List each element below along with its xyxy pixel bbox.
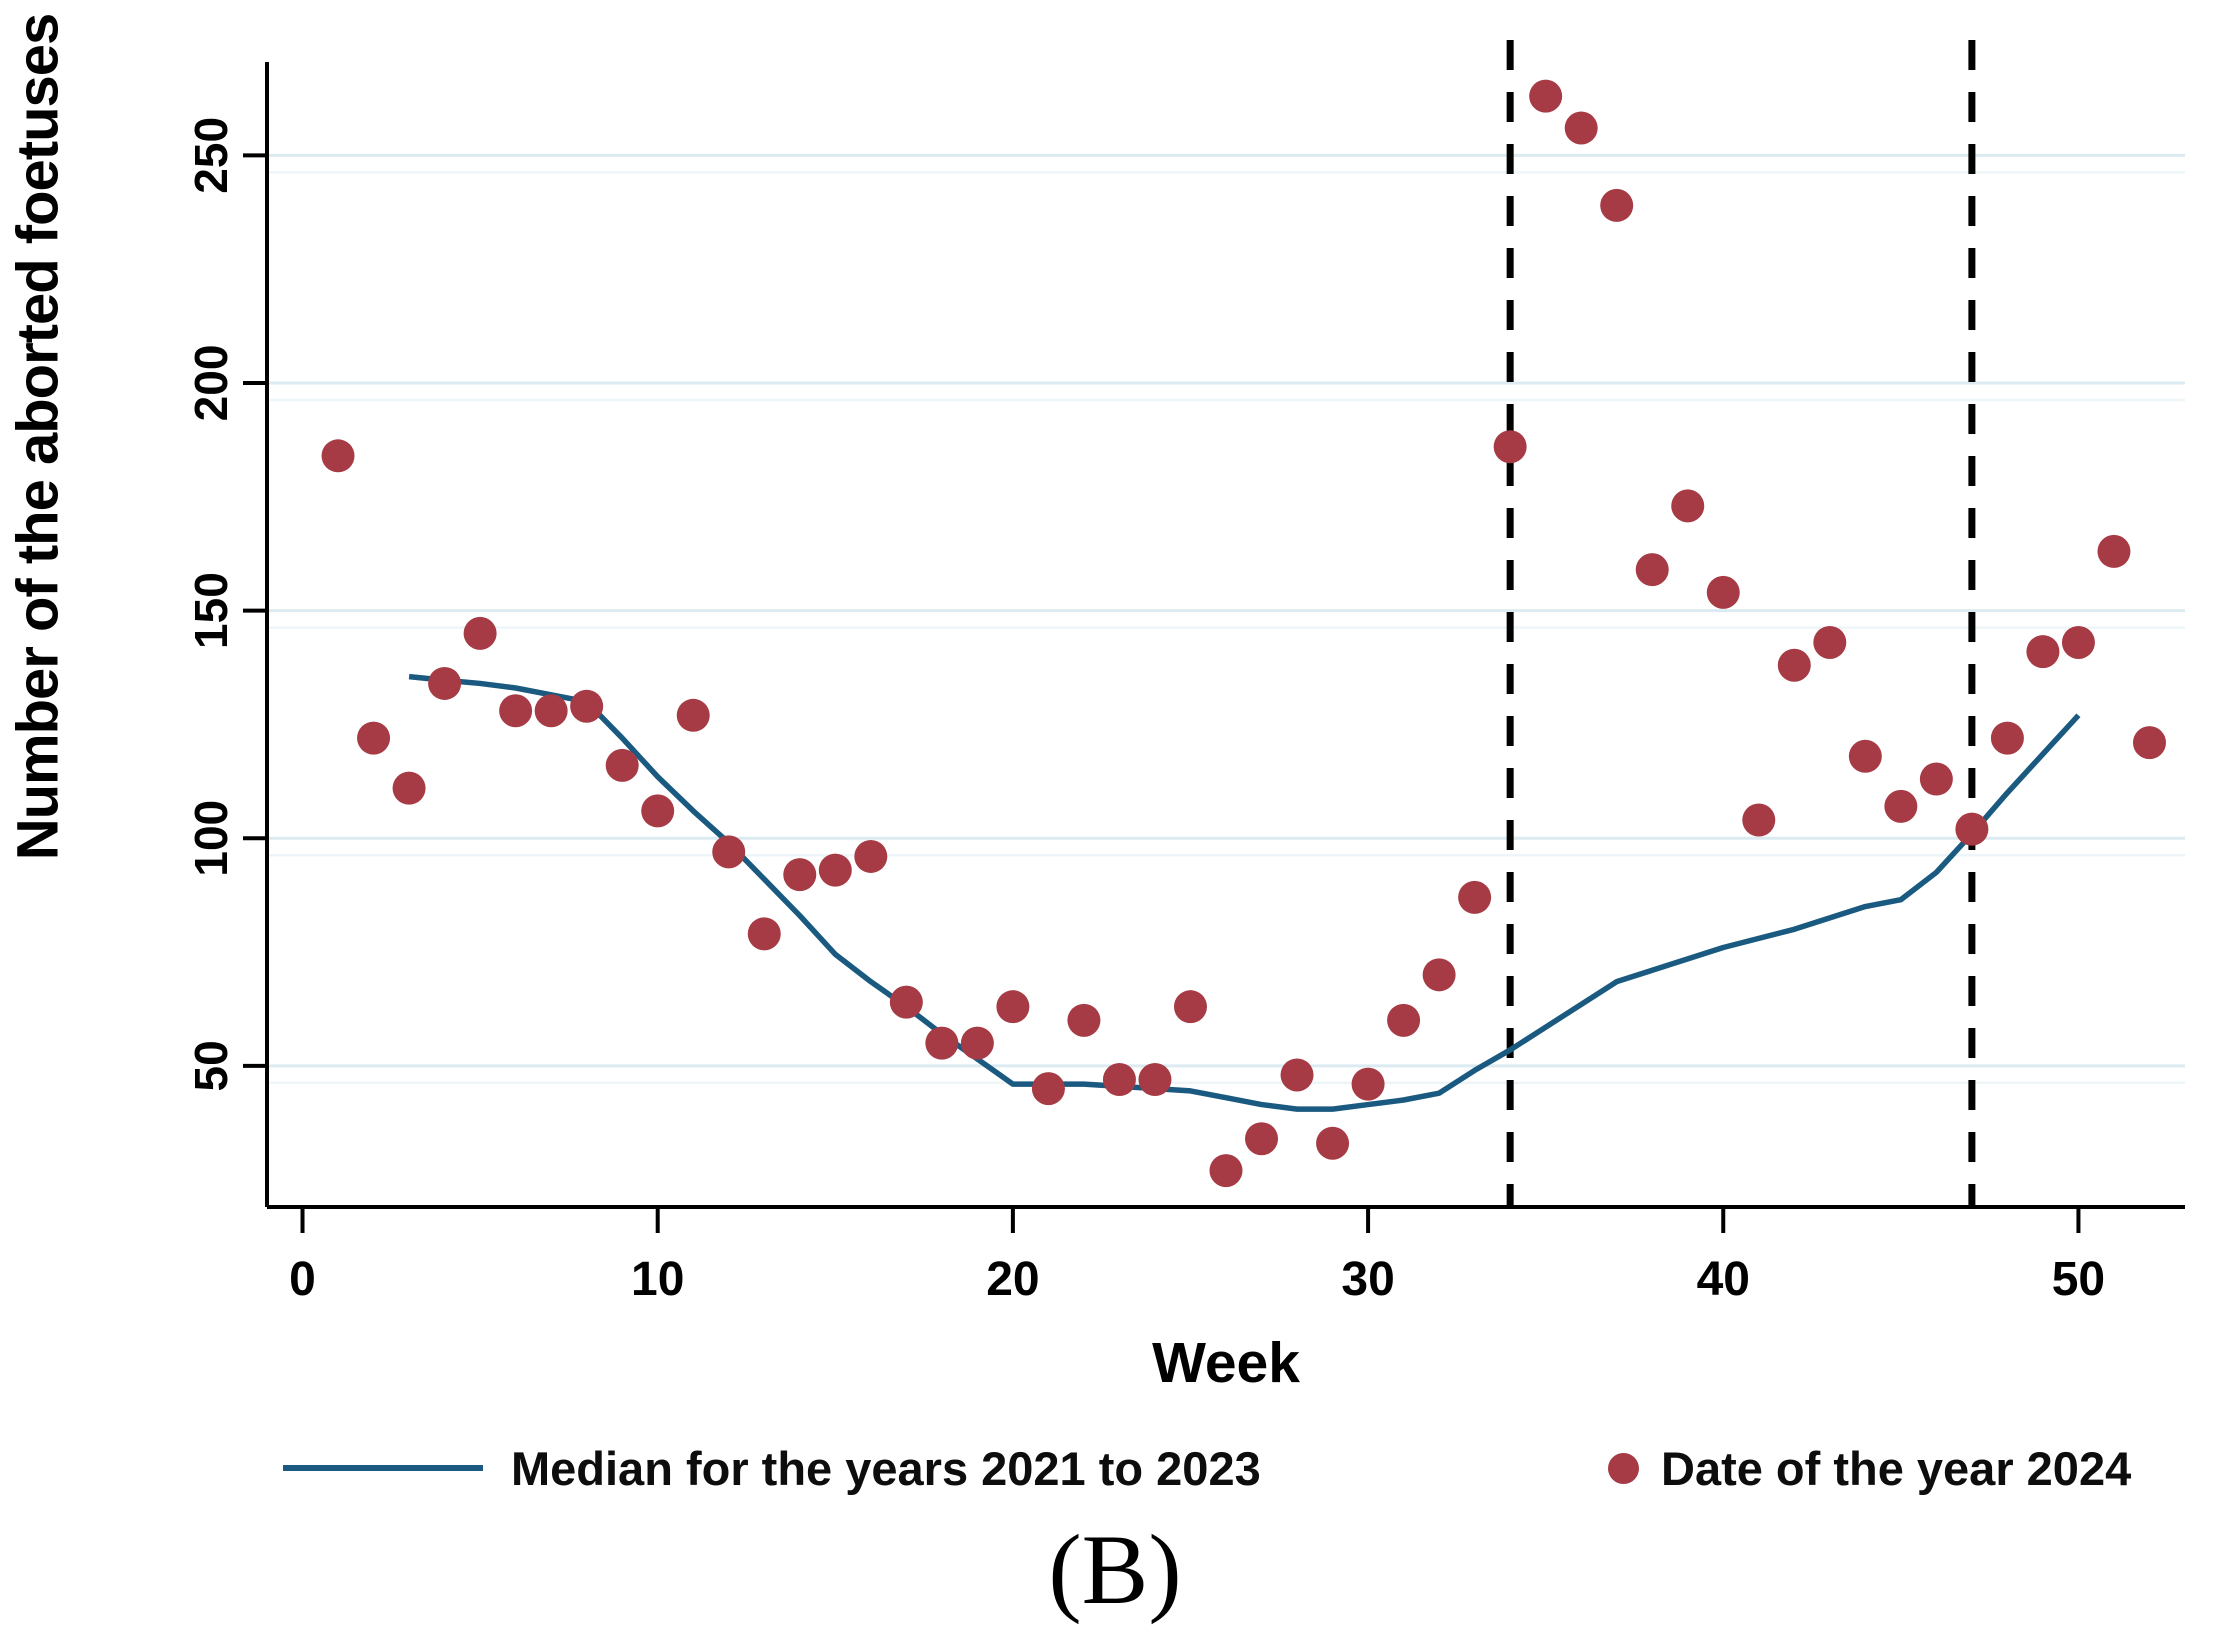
data-point xyxy=(1209,1154,1243,1188)
median-line-swatch-icon xyxy=(283,1465,483,1471)
data-point xyxy=(925,1026,959,1060)
median-line xyxy=(408,673,2081,1112)
x-tick-label: 50 xyxy=(2052,1253,2105,1306)
data-point xyxy=(1031,1072,1065,1106)
legend-item-2024: Date of the year 2024 xyxy=(1608,1432,2131,1504)
y-tick-label: 50 xyxy=(185,1040,237,1091)
y-tick-label: 250 xyxy=(185,117,237,194)
data-point xyxy=(1138,1063,1172,1097)
y-tick-label: 150 xyxy=(185,572,237,649)
data-point xyxy=(1955,812,1989,846)
data-point xyxy=(1813,625,1847,659)
data-point xyxy=(1706,575,1740,609)
data-point xyxy=(1102,1063,1136,1097)
data-point xyxy=(783,858,817,892)
x-tick-label: 0 xyxy=(289,1253,316,1306)
x-tick-label: 20 xyxy=(986,1253,1039,1306)
data-point xyxy=(960,1026,994,1060)
data-point xyxy=(392,771,426,805)
data-point xyxy=(2132,726,2166,760)
data-point xyxy=(1742,803,1776,837)
scatter-points xyxy=(321,79,2166,1188)
data-point xyxy=(1067,1003,1101,1037)
data-point xyxy=(1351,1067,1385,1101)
data-point xyxy=(2026,635,2060,669)
data-point xyxy=(1564,111,1598,145)
data-point xyxy=(1919,762,1953,796)
data-point xyxy=(1245,1122,1279,1156)
x-axis-title: Week xyxy=(1152,1331,1300,1395)
data-point xyxy=(321,439,355,473)
data-point xyxy=(605,748,639,782)
data-point xyxy=(357,721,391,755)
x-tick-label: 40 xyxy=(1697,1253,1750,1306)
data-point xyxy=(1529,79,1563,113)
data-point xyxy=(1777,648,1811,682)
data-point xyxy=(1280,1058,1314,1092)
data-point xyxy=(1848,739,1882,773)
x-tick-label: 30 xyxy=(1341,1253,1394,1306)
legend-label-median: Median for the years 2021 to 2023 xyxy=(511,1441,1261,1495)
data-point xyxy=(854,839,888,873)
figure-caption: (B) xyxy=(1048,1514,1182,1625)
axes: 50 100 150 200 250 0 10 20 30 40 50 xyxy=(185,62,2185,1306)
dot-swatch-icon xyxy=(1608,1452,1639,1484)
data-point xyxy=(1635,553,1669,587)
data-point xyxy=(1884,789,1918,823)
data-point xyxy=(712,835,746,869)
data-point xyxy=(889,985,923,1019)
data-point xyxy=(1671,489,1705,523)
legend: Median for the years 2021 to 2023 Date o… xyxy=(0,1432,2230,1504)
data-point xyxy=(1600,188,1634,222)
data-point xyxy=(996,990,1030,1024)
data-point xyxy=(534,694,568,728)
data-point xyxy=(1316,1126,1350,1160)
data-point xyxy=(2097,534,2131,568)
gridlines xyxy=(267,153,2185,1085)
data-point xyxy=(2061,625,2095,659)
y-tick-label: 100 xyxy=(185,800,237,877)
data-point xyxy=(428,666,462,700)
data-point xyxy=(747,917,781,951)
data-point xyxy=(1493,430,1527,464)
data-point xyxy=(1173,990,1207,1024)
legend-label-2024: Date of the year 2024 xyxy=(1661,1441,2132,1495)
data-point xyxy=(1458,880,1492,914)
y-tick-label: 200 xyxy=(185,345,237,422)
data-point xyxy=(676,698,710,732)
data-point xyxy=(641,794,675,828)
data-point xyxy=(1422,958,1456,992)
data-point xyxy=(1990,721,2024,755)
data-point xyxy=(499,694,533,728)
data-point xyxy=(463,616,497,650)
legend-item-median: Median for the years 2021 to 2023 xyxy=(283,1432,1261,1504)
data-point xyxy=(818,853,852,887)
dashed-vlines xyxy=(1506,40,1976,1207)
data-point xyxy=(1387,1003,1421,1037)
data-point xyxy=(570,689,604,723)
x-tick-label: 10 xyxy=(631,1253,684,1306)
